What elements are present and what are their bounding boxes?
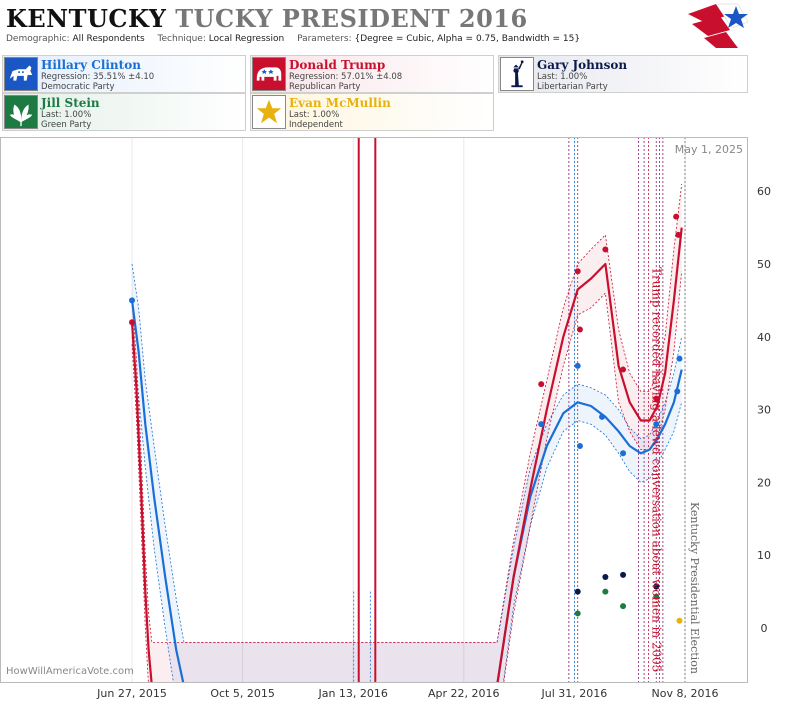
upper-bound-line: [131, 263, 683, 643]
candidate-name: Evan McMullin: [289, 96, 391, 110]
candidate-name: Jill Stein: [41, 96, 100, 110]
data-point: [620, 571, 627, 578]
candidate-card-clinton[interactable]: Hillary Clinton Regression: 35.51% ±4.10…: [2, 55, 246, 93]
y-tick-label: 10: [757, 549, 771, 562]
parameters-line: Demographic: All Respondents Technique: …: [6, 34, 590, 44]
x-tick-label: Jul 31, 2016: [541, 687, 608, 700]
data-point: [574, 268, 581, 275]
data-point: [574, 610, 581, 617]
y-tick-label: 50: [757, 258, 771, 271]
demographic-param: Demographic: All Respondents: [6, 34, 145, 44]
data-point: [599, 413, 606, 420]
title-state: KENTUCKY: [6, 4, 167, 33]
trend-line: [130, 227, 683, 682]
date-label: May 1, 2025: [675, 143, 743, 156]
data-point: [538, 381, 545, 388]
data-point: [620, 450, 627, 457]
x-tick-label: Jun 27, 2015: [96, 687, 167, 700]
candidate-card-johnson[interactable]: Gary Johnson Last: 1.00% Libertarian Par…: [498, 55, 748, 93]
data-point: [676, 355, 683, 362]
event-annotation: Trump recorded having a lewd conversatio…: [650, 267, 664, 672]
x-tick-label: Oct 5, 2015: [210, 687, 275, 700]
data-point: [129, 297, 135, 304]
data-point: [673, 213, 680, 220]
data-point: [620, 603, 627, 610]
donkey-icon: [4, 57, 38, 91]
trend-line: [130, 300, 683, 682]
data-point: [129, 319, 135, 326]
poll-trend-chart: Trump recorded having a lewd conversatio…: [0, 137, 771, 700]
data-point: [576, 326, 583, 333]
data-point: [653, 421, 660, 428]
star-icon: [252, 95, 286, 129]
candidate-party: Green Party: [41, 120, 92, 130]
candidate-party: Independent: [289, 120, 343, 130]
candidate-card-trump[interactable]: Donald Trump Regression: 57.01% ±4.08 Re…: [250, 55, 494, 93]
candidate-stat: Last: 1.00%: [537, 72, 588, 82]
candidate-stat: Regression: 57.01% ±4.08: [289, 72, 403, 82]
data-point: [676, 617, 683, 624]
data-point: [574, 588, 581, 595]
y-tick-label: 20: [757, 476, 771, 489]
header: KENTUCKY TUCKY PRESIDENT 2016 Demographi…: [0, 0, 789, 55]
event-annotation: Kentucky Presidential Election: [688, 502, 701, 674]
site-logo-icon: [688, 3, 749, 48]
candidate-name: Gary Johnson: [537, 58, 628, 72]
data-point: [653, 583, 660, 590]
upper-bound-line: [131, 183, 683, 643]
data-point: [653, 395, 660, 402]
data-point: [674, 388, 681, 395]
y-tick-label: 0: [761, 622, 768, 635]
candidate-party: Republican Party: [289, 82, 361, 92]
candidate-stat: Last: 1.00%: [289, 110, 340, 120]
data-point: [538, 421, 545, 428]
candidate-card-mcmullin[interactable]: Evan McMullin Last: 1.00% Independent: [250, 93, 494, 131]
lower-bound-line: [131, 336, 683, 682]
technique-param: Technique: Local Regression: [157, 34, 285, 44]
candidate-card-stein[interactable]: Jill Stein Last: 1.00% Green Party: [2, 93, 246, 131]
leaf-icon: [4, 95, 38, 129]
data-point: [620, 366, 627, 373]
title-rest: TUCKY PRESIDENT 2016: [175, 4, 528, 33]
data-point: [602, 574, 609, 581]
x-tick-label: Jan 13, 2016: [317, 687, 387, 700]
watermark: HowWillAmericaVote.com: [6, 666, 134, 677]
data-point: [576, 443, 583, 449]
candidate-stat: Last: 1.00%: [41, 110, 92, 120]
y-tick-label: 30: [757, 404, 771, 417]
data-point: [653, 593, 660, 600]
x-tick-label: Apr 22, 2016: [428, 687, 500, 700]
y-tick-label: 60: [757, 185, 771, 198]
candidate-name: Donald Trump: [289, 58, 386, 72]
data-point: [574, 362, 581, 369]
y-tick-label: 40: [757, 331, 771, 344]
chart-area: Trump recorded having a lewd conversatio…: [0, 137, 789, 704]
data-point: [675, 231, 682, 238]
candidate-party: Libertarian Party: [537, 82, 608, 92]
parameters-param: Parameters: {Degree = Cubic, Alpha = 0.7…: [297, 34, 581, 44]
statue-of-liberty-icon: [500, 57, 534, 91]
candidate-name: Hillary Clinton: [41, 58, 141, 72]
plot-layer: [129, 138, 686, 682]
candidate-party: Democratic Party: [41, 82, 115, 92]
plot-frame: [0, 137, 748, 683]
page-title: KENTUCKY TUCKY PRESIDENT 2016: [6, 4, 528, 33]
data-point: [602, 246, 609, 253]
x-tick-label: Nov 8, 2016: [652, 687, 719, 700]
data-point: [602, 588, 609, 595]
elephant-icon: [252, 57, 286, 91]
candidate-stat: Regression: 35.51% ±4.10: [41, 72, 155, 82]
